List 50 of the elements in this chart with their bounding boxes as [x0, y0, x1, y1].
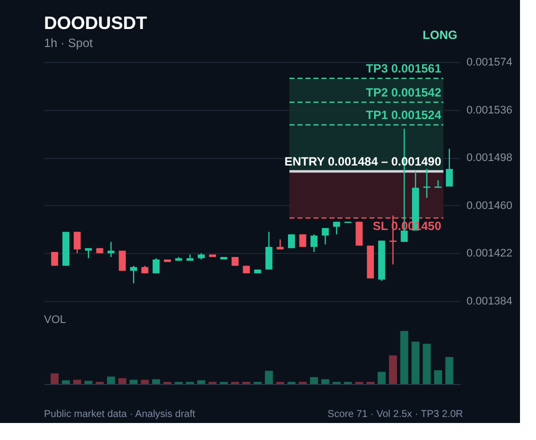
bar [434, 370, 442, 384]
candlestick [108, 241, 115, 258]
ref-line-label: TP3 0.001561 [366, 61, 442, 76]
candlestick [310, 234, 318, 253]
bar [130, 380, 138, 384]
candlestick [118, 250, 126, 272]
ref-line-label: TP1 0.001524 [366, 108, 442, 122]
y-tick-label: 0.001536 [466, 104, 512, 116]
bar [445, 356, 454, 384]
bar [310, 377, 318, 384]
candlestick [322, 227, 329, 245]
candlestick [130, 265, 138, 284]
candlestick [152, 258, 160, 274]
bar [152, 379, 160, 384]
candlestick [299, 234, 306, 248]
candlestick [276, 238, 284, 250]
bar [378, 372, 386, 384]
bar [400, 331, 408, 384]
y-tick-label: 0.001384 [466, 296, 512, 308]
y-tick-label: 0.001498 [466, 152, 512, 164]
bar [73, 380, 82, 384]
chart-title: DOODUSDT [44, 13, 148, 33]
candlestick [51, 251, 58, 266]
candlestick [265, 231, 272, 270]
text: LONG [422, 28, 458, 42]
bar [422, 344, 431, 384]
y-tick-label: 0.001460 [466, 200, 512, 212]
candlestick [446, 148, 453, 188]
text: Score 71 · Vol 2.5x · TP3 2.0R [328, 409, 463, 420]
bar [264, 370, 273, 384]
bar [107, 376, 116, 384]
candlestick [423, 168, 430, 198]
y-tick-label: 0.001422 [466, 248, 512, 260]
chart-title: VOL [44, 314, 66, 326]
candlestick [74, 231, 81, 254]
bar [388, 355, 397, 384]
ref-line-label: TP2 0.001542 [366, 85, 442, 100]
candlestick [333, 221, 340, 235]
y-tick-label: 0.001574 [466, 56, 512, 68]
bar [62, 380, 70, 384]
bar [197, 380, 206, 384]
chart-subtitle: 1h · Spot [44, 36, 94, 50]
bar [321, 379, 330, 384]
bar [50, 373, 59, 384]
candlestick [84, 248, 92, 259]
bar [140, 380, 149, 384]
bar [412, 342, 420, 384]
text: Public market data · Analysis draft [44, 409, 196, 420]
bar [118, 378, 126, 384]
bar [84, 380, 92, 384]
